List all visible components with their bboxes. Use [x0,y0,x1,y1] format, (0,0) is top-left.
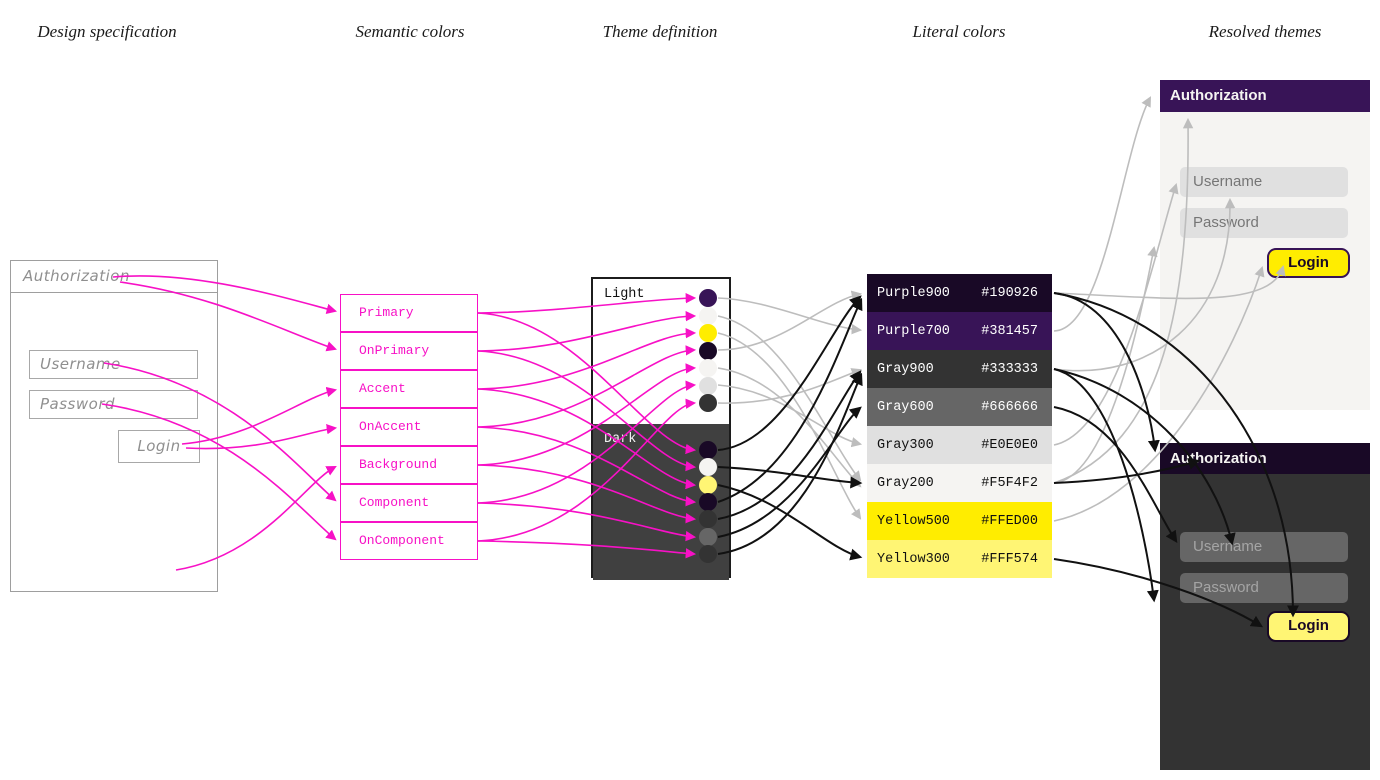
light-dot-onaccent [699,342,717,360]
literal-hex: #190926 [981,285,1038,301]
literal-hex: #FFED00 [981,513,1038,529]
literal-name: Gray200 [877,475,934,491]
dark-dot-primary [699,441,717,459]
literal-row-purple700: Purple700 #381457 [867,312,1052,350]
arrow-lightdot-accent-to-yellow500 [717,332,862,520]
literal-row-gray900: Gray900 #333333 [867,350,1052,388]
wireframe-titlebar: Authorization [11,261,217,293]
literal-hex: #E0E0E0 [981,437,1038,453]
arrow-lightdot-onaccent-to-purple900 [717,290,863,351]
dark-username-input[interactable]: Username [1180,532,1348,562]
literal-row-gray600: Gray600 #666666 [867,388,1052,426]
light-dot-background [699,359,717,377]
light-dot-onprimary [699,307,717,325]
literal-name: Gray600 [877,399,934,415]
semantic-item-component: Component [340,484,478,522]
literal-name: Yellow300 [877,551,950,567]
wireframe-login-label: Login [137,437,181,455]
arrow-lightdot-background-to-gray200 [717,367,862,488]
column-header-semantic: Semantic colors [355,22,465,41]
dark-dot-oncomponent [699,545,717,563]
literal-name: Yellow500 [877,513,950,529]
arrow-darkdot-background-to-gray900 [717,370,862,520]
light-dot-component [699,377,717,395]
semantic-item-oncomponent: OnComponent [340,522,478,560]
dark-dot-background [699,510,717,528]
light-form-header: Authorization [1160,80,1370,112]
dark-form-header: Authorization [1160,443,1370,474]
semantic-item-primary: Primary [340,294,478,332]
dark-dot-onaccent [699,493,717,511]
semantic-item-accent: Accent [340,370,478,408]
column-header-literal: Literal colors [912,22,1006,41]
literal-name: Purple700 [877,323,950,339]
wireframe-login-button: Login [118,430,200,463]
literal-row-yellow300: Yellow300 #FFF574 [867,540,1052,578]
semantic-item-background: Background [340,446,478,484]
arrow-gray600-to-dark-username-input [1053,406,1178,543]
light-password-input[interactable]: Password [1180,208,1348,238]
arrow-darkdot-primary-to-purple900 [717,295,862,451]
light-login-button[interactable]: Login [1267,248,1350,278]
light-dot-primary [699,289,717,307]
arrow-darkdot-component-to-gray600 [717,406,862,538]
semantic-item-onprimary: OnPrimary [340,332,478,370]
literal-hex: #F5F4F2 [981,475,1038,491]
arrow-lightdot-component-to-gray300 [717,384,863,448]
literal-hex: #333333 [981,361,1038,377]
dark-dot-onprimary [699,458,717,476]
column-header-theme: Theme definition [602,22,718,41]
arrow-darkdot-oncomponent-to-gray900 [717,372,863,555]
literal-name: Gray300 [877,437,934,453]
dark-password-input[interactable]: Password [1180,573,1348,603]
wireframe-username-input: Username [29,350,198,379]
literal-row-gray300: Gray300 #E0E0E0 [867,426,1052,464]
wireframe-password-input: Password [29,390,198,419]
dark-login-button[interactable]: Login [1267,611,1350,642]
arrow-purple900-to-dark-header [1053,292,1160,453]
literal-row-gray200: Gray200 #F5F4F2 [867,464,1052,502]
arrow-lightdot-onprimary-to-gray200 [717,315,862,482]
column-header-resolved: Resolved themes [1208,22,1322,41]
wireframe-title: Authorization [23,267,130,285]
arrow-lightdot-primary-to-purple700 [717,297,863,335]
arrow-lightdot-oncomponent-to-gray900 [717,368,862,404]
arrow-gray900-to-dark-body [1053,368,1159,603]
arrow-purple700-to-light-header [1053,96,1151,332]
wireframe-window: Authorization Username Password Login [10,260,218,592]
semantic-item-onaccent: OnAccent [340,408,478,446]
light-dot-accent [699,324,717,342]
literal-row-purple900: Purple900 #190926 [867,274,1052,312]
arrow-gray300-to-light-username-input [1053,183,1179,446]
literal-name: Gray900 [877,361,934,377]
arrow-gray200-to-light-body [1053,245,1158,484]
arrow-darkdot-onprimary-to-gray200 [717,466,863,489]
literal-hex: #FFF574 [981,551,1038,567]
light-username-input[interactable]: Username [1180,167,1348,197]
literal-name: Purple900 [877,285,950,301]
dark-dot-component [699,528,717,546]
column-header-design-spec: Design specification [37,22,177,41]
wireframe-username-label: Username [40,355,121,373]
light-dot-oncomponent [699,394,717,412]
arrow-darkdot-onaccent-to-purple900 [717,297,863,503]
arrow-darkdot-accent-to-yellow300 [717,484,863,561]
wireframe-password-label: Password [40,395,116,413]
literal-row-yellow500: Yellow500 #FFED00 [867,502,1052,540]
literal-hex: #666666 [981,399,1038,415]
literal-hex: #381457 [981,323,1038,339]
dark-dot-accent [699,476,717,494]
